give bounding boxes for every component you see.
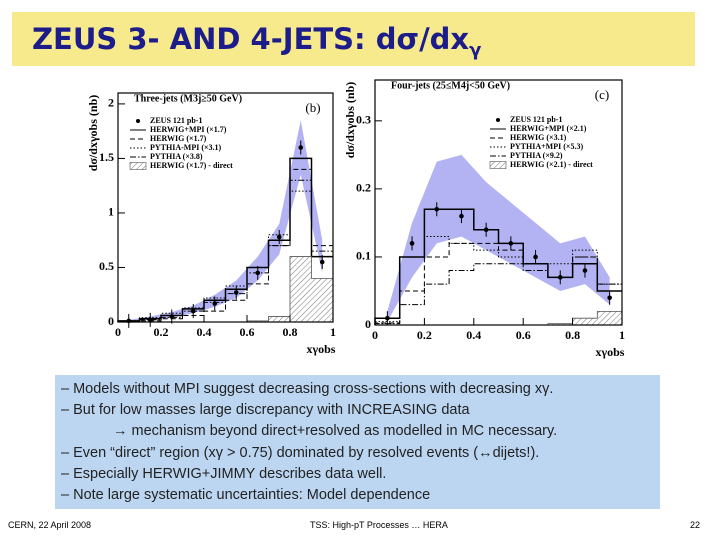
legend-label: PYTHIA+MPI (×5.3) [510, 142, 583, 151]
footer-left: CERN, 22 April 2008 [8, 520, 92, 530]
data-point [212, 301, 218, 306]
x-tick-label: 0.6 [240, 325, 255, 339]
y-tick-label: 0.2 [356, 181, 371, 195]
title-bar: ZEUS 3- AND 4-JETS: dσ/dxγ [12, 12, 695, 66]
title-text: ZEUS 3- AND 4-JETS: dσ/dx [32, 22, 470, 56]
legend-label: HERWIG+MPI (×1.7) [150, 125, 227, 134]
x-axis-label: xγobs [596, 345, 625, 359]
legend-label: PYTHIA (×9.2) [510, 151, 563, 160]
bullet: → mechanism beyond direct+resolved as mo… [113, 423, 558, 440]
panel-label: (b) [305, 100, 320, 115]
x-tick-label: 0.4 [197, 325, 212, 339]
legend-label: HERWIG+MPI (×2.1) [510, 124, 587, 133]
x-axis-label: xγobs [307, 342, 336, 356]
panel-label: (c) [595, 87, 609, 102]
x-tick-label: 0.4 [466, 328, 481, 342]
legend-label: ZEUS 121 pb-1 [150, 116, 202, 125]
title: ZEUS 3- AND 4-JETS: dσ/dxγ [32, 22, 481, 61]
bullet: – Especially HERWIG+JIMMY describes data… [61, 465, 387, 482]
x-tick-label: 0.2 [417, 328, 432, 342]
y-tick-label: 1 [108, 205, 114, 219]
plot-frame [117, 92, 334, 323]
x-tick-label: 1 [619, 328, 625, 342]
bullet-box: – Models without MPI suggest decreasing … [55, 375, 660, 509]
hist-line [117, 179, 333, 322]
uncertainty-band [128, 120, 323, 321]
data-point [233, 290, 239, 295]
plot-label: Four-jets (25≤M4j<50 GeV) [391, 80, 510, 91]
x-tick-label: 0.6 [516, 328, 531, 342]
legend-label: HERWIG (×1.7) [150, 134, 207, 143]
footer-right: 22 [690, 520, 701, 530]
bullet: – But for low masses large discrepancy w… [61, 402, 470, 419]
legend-label: PYTHIA (×3.8) [150, 152, 203, 161]
bullet: – Even “direct” region (xγ > 0.75) domin… [61, 444, 540, 461]
bullet: – Models without MPI suggest decreasing … [61, 381, 554, 397]
legend-label: HERWIG (×1.7) - direct [150, 161, 233, 170]
x-tick-label: 0.8 [283, 325, 298, 339]
legend-marker [489, 161, 507, 169]
title-subscript: γ [469, 39, 482, 61]
x-tick-label: 0 [372, 328, 378, 342]
hist-line [374, 256, 622, 325]
data-point [459, 213, 464, 219]
plot-frame [374, 79, 623, 326]
y-axis-label: dσ/dxγobs (nb) [86, 95, 100, 172]
data-point [607, 295, 612, 301]
y-axis-label: dσ/dxγobs (nb) [343, 82, 357, 159]
figures: 0 0.5 1 1.5 2 0 0.2 0.4 0.6 0.8 1 dσ/dxγobs (nb) xγo… [85, 79, 625, 359]
x-tick-label: 0.2 [154, 325, 169, 339]
x-tick-label: 1 [330, 325, 336, 339]
x-tick-label: 0.8 [565, 328, 580, 342]
y-tick-label: 2 [108, 96, 114, 110]
legend-label: HERWIG (×3.1) [510, 133, 567, 142]
legend-label: ZEUS 121 pb-1 [510, 115, 562, 124]
legend-marker [496, 118, 500, 122]
data-point [319, 259, 325, 265]
data-point [276, 234, 282, 240]
legend-label: PYTHIA-MPI (×3.1) [150, 143, 222, 152]
data-point [533, 254, 538, 260]
footer-center: TSS: High-pT Processes … HERA [310, 520, 448, 530]
x-tick-label: 0 [115, 325, 121, 339]
legend-label: HERWIG (×2.1) - direct [510, 160, 593, 169]
y-tick-label: 0.3 [356, 113, 371, 127]
legend-marker [129, 162, 147, 170]
y-tick-label: 0.5 [99, 259, 114, 273]
y-tick-label: 1.5 [99, 150, 114, 164]
bullet: – Note large systematic uncertainties: M… [61, 486, 431, 503]
data-point [409, 241, 415, 246]
data-point [582, 268, 588, 273]
data-point [298, 145, 304, 150]
y-tick-label: 0 [108, 314, 114, 328]
y-tick-label: 0.1 [356, 249, 371, 263]
plot-label: Three-jets (M3j≥50 GeV) [134, 93, 242, 104]
y-tick-label: 0 [365, 317, 371, 331]
legend-marker [136, 119, 140, 123]
